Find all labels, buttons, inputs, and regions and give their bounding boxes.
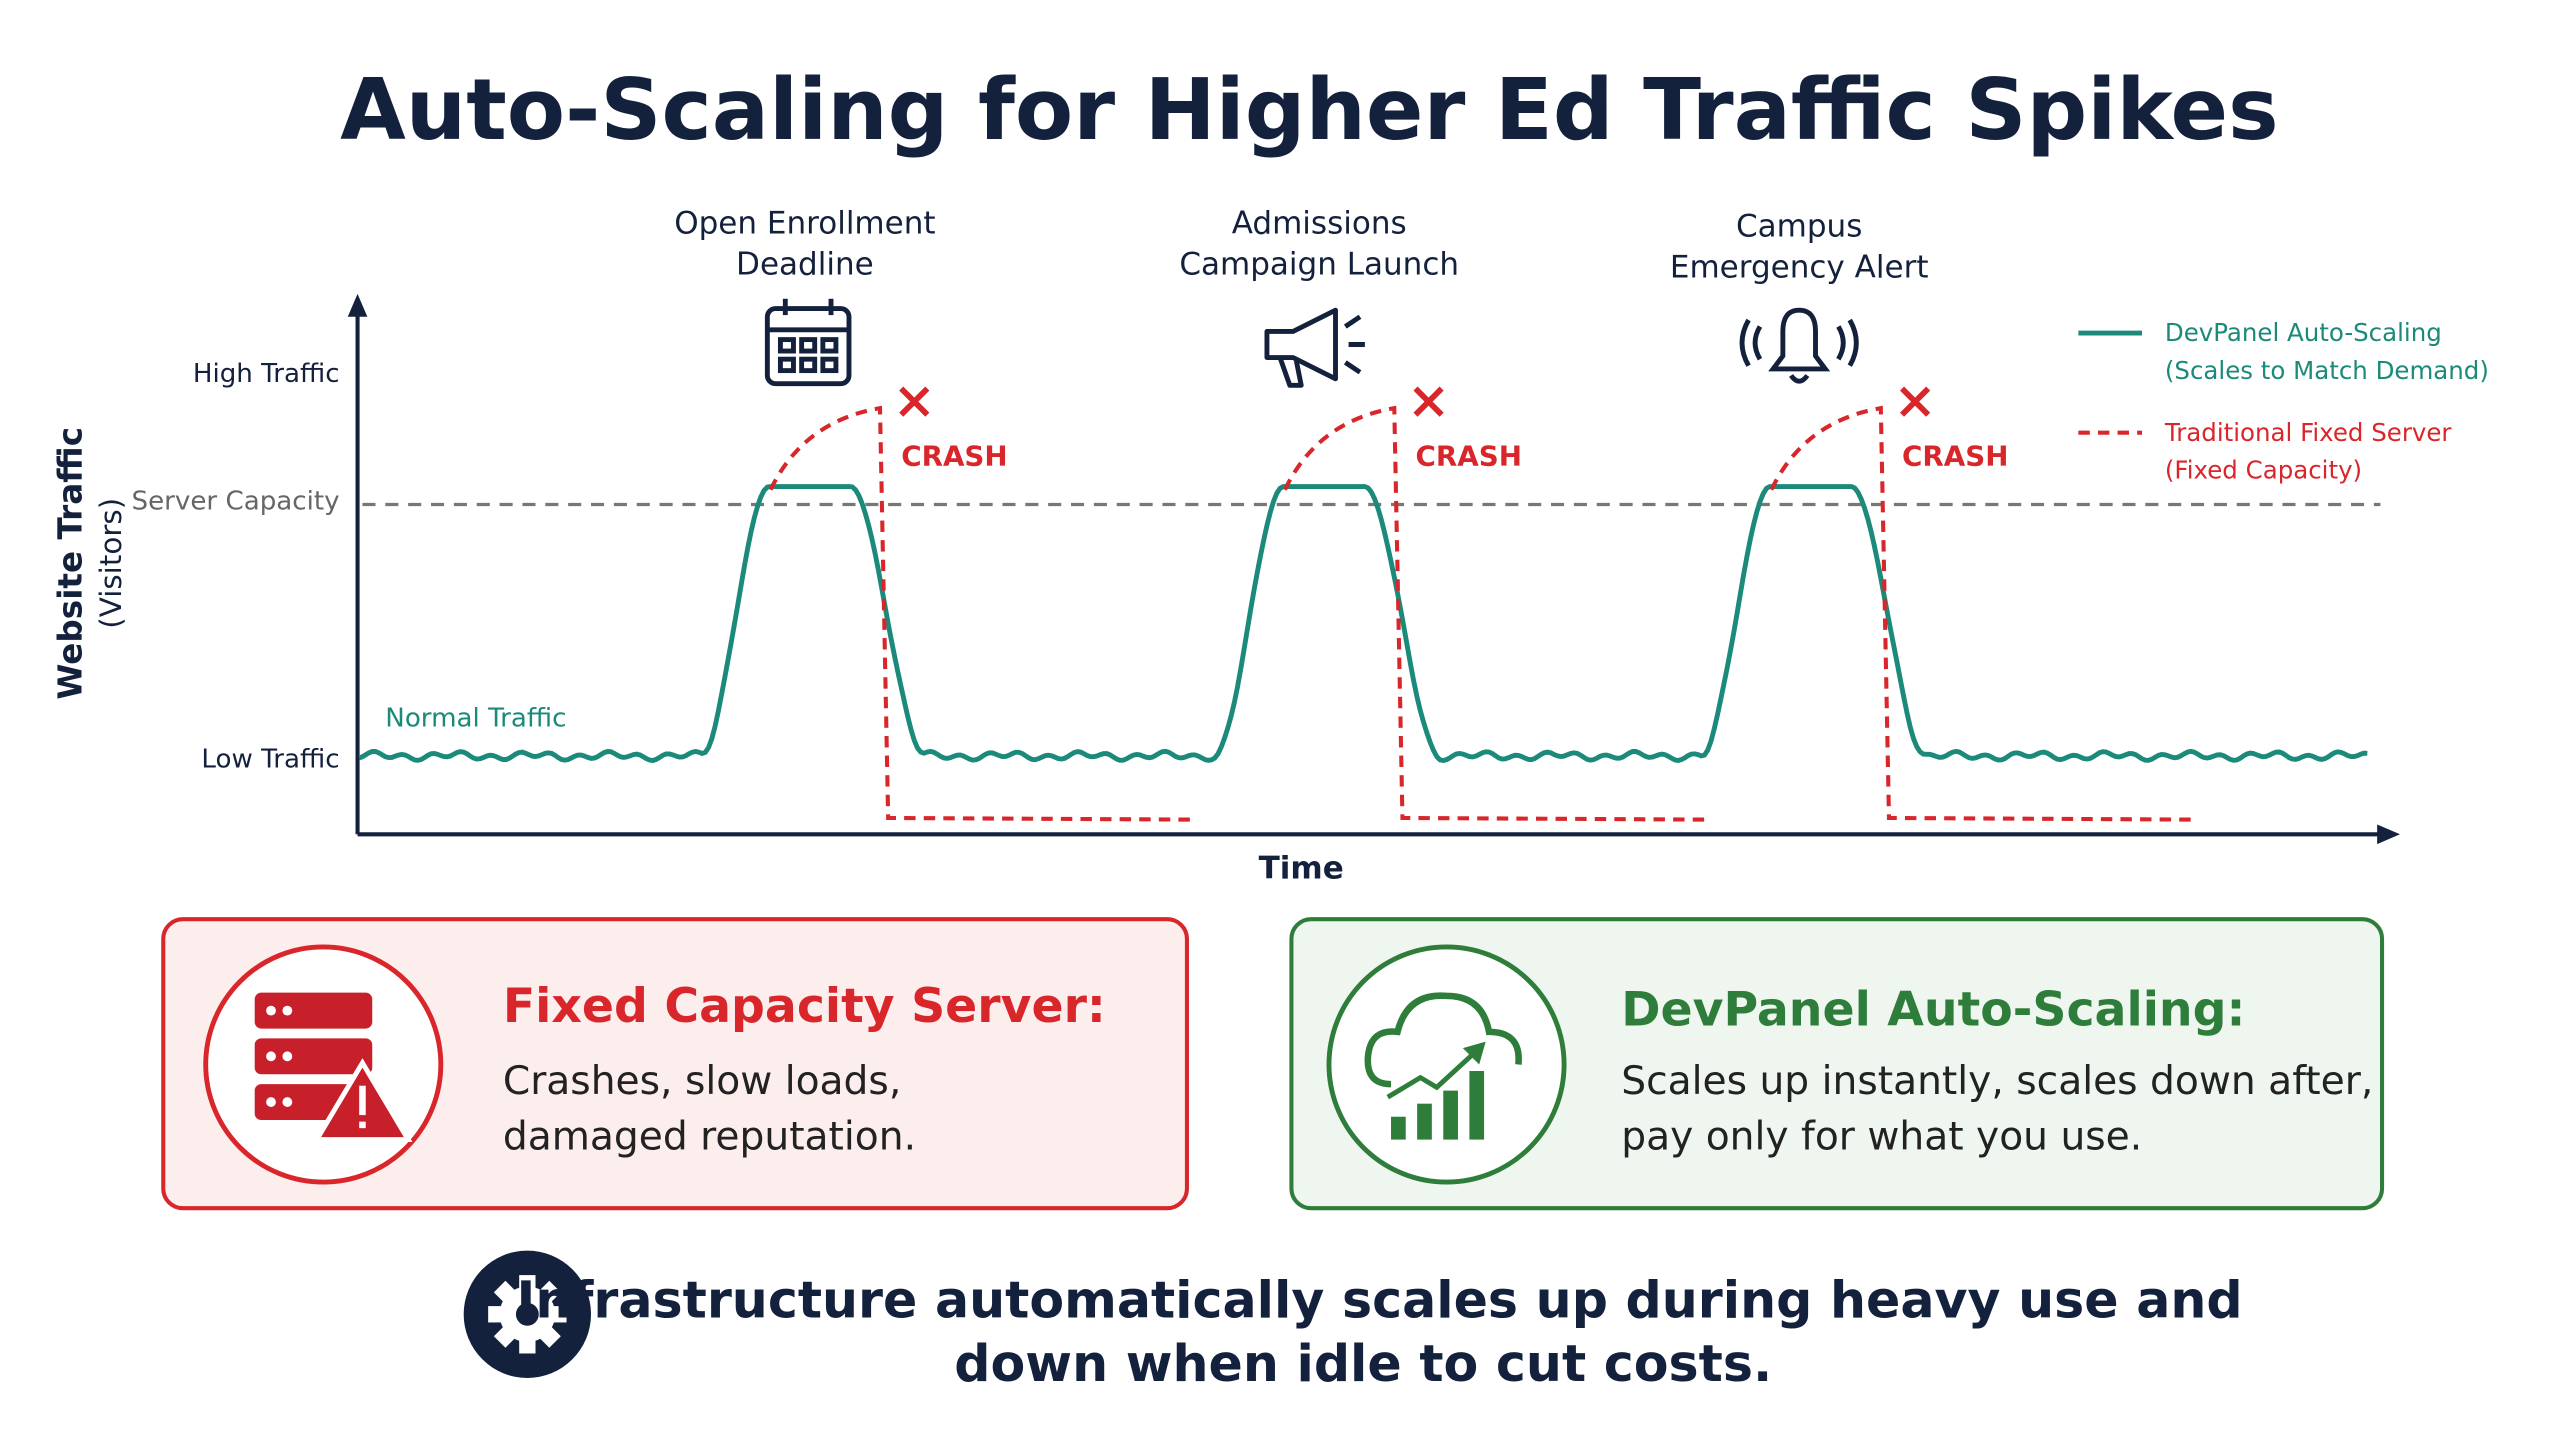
crash-label: CRASH <box>901 439 1007 472</box>
crash-mark <box>899 386 930 417</box>
crash-mark <box>1413 386 1444 417</box>
auto-scaling-line <box>358 484 2368 763</box>
level-label: Low Traffic <box>201 744 339 774</box>
annotation: Normal Traffic <box>385 704 566 734</box>
legend-detail: (Scales to Match Demand) <box>2165 356 2489 385</box>
y-axis-sublabel: (Visitors) <box>94 498 128 629</box>
calendar-icon <box>764 298 852 387</box>
x-axis-label: Time <box>1259 850 1344 886</box>
curves: CRASH Open Enrollment Deadline CRASH Admissi… <box>358 205 2368 822</box>
y-arrow <box>347 293 368 317</box>
card-text: damaged reputation. <box>503 1114 916 1159</box>
level-label: Server Capacity <box>132 486 340 516</box>
crash-mark <box>1900 386 1931 417</box>
fixed-server-line <box>1769 405 2192 822</box>
legend-label: DevPanel Auto-Scaling <box>2165 318 2442 347</box>
level-label: High Traffic <box>193 359 340 389</box>
event-label: Campaign Launch <box>1179 246 1459 282</box>
event-label: Deadline <box>736 246 874 282</box>
bell-icon <box>1739 307 1859 384</box>
title: Auto-Scaling for Higher Ed Traffic Spike… <box>340 61 2278 160</box>
crash-label: CRASH <box>1416 439 1522 472</box>
event-label: Emergency Alert <box>1670 250 1929 286</box>
server-icon-detail <box>266 1005 366 1129</box>
event-label: Open Enrollment <box>674 205 935 241</box>
fixed-server-line <box>768 405 1191 822</box>
y-axis-label: Website Traffic <box>52 427 90 700</box>
x-arrow <box>2377 824 2400 845</box>
card-title: DevPanel Auto-Scaling: <box>1621 982 2245 1037</box>
event-label: Campus <box>1736 209 1862 245</box>
cloud-icon <box>1364 992 1522 1140</box>
icon-circle <box>1326 944 1567 1185</box>
legend-detail: (Fixed Capacity) <box>2165 455 2362 484</box>
legend-label: Traditional Fixed Server <box>2164 418 2453 447</box>
card-text: pay only for what you use. <box>1621 1114 2142 1159</box>
crash-label: CRASH <box>1902 439 2008 472</box>
footer-text: down when idle to cut costs. <box>954 1334 1772 1393</box>
fixed-server-line <box>1283 405 1705 822</box>
card <box>1289 917 2385 1211</box>
card-title: Fixed Capacity Server: <box>503 979 1106 1034</box>
event-label: Admissions <box>1232 205 1407 241</box>
card-text: Scales up instantly, scales down after, <box>1621 1059 2373 1104</box>
gear-icon <box>488 1275 567 1354</box>
footer-text: Infrastructure automatically scales up d… <box>517 1271 2243 1330</box>
card-text: Crashes, slow loads, <box>503 1059 901 1104</box>
megaphone-icon <box>1264 307 1365 388</box>
